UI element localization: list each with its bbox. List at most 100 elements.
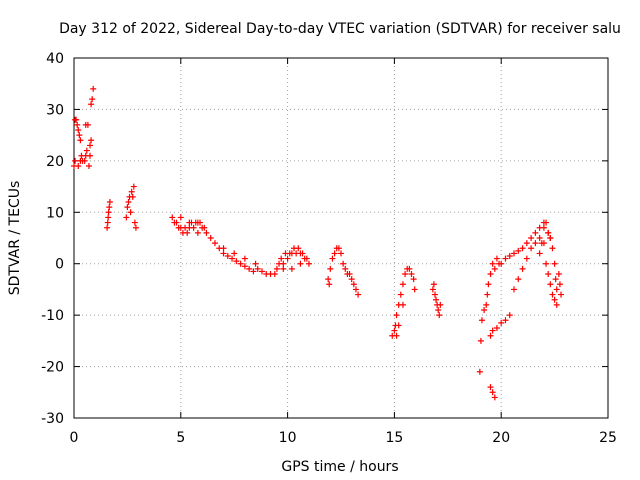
data-point [73,116,80,123]
data-point [435,307,442,313]
data-point [273,265,280,272]
data-point [278,255,285,262]
data-point [203,229,210,236]
data-point [536,235,543,241]
data-point [519,245,526,252]
data-point [484,291,491,298]
data-point [430,281,437,288]
data-point [536,250,543,257]
data-point [547,281,554,288]
data-point [511,286,518,293]
data-point [173,219,180,226]
data-point [186,219,193,226]
x-tick-label: 5 [176,430,185,446]
chart-title: Day 312 of 2022, Sidereal Day-to-day VTE… [59,21,621,37]
data-point [129,193,136,200]
data-point [280,265,287,272]
data-point [487,384,494,391]
data-point [528,235,535,241]
data-point [88,101,95,108]
data-point [532,229,539,236]
data-point [184,229,191,236]
plot-frame [73,57,609,419]
data-point [123,214,130,221]
data-point [81,157,88,164]
y-tick-label: -30 [41,411,64,427]
data-point [411,286,418,293]
data-point [104,219,111,226]
data-point [75,127,82,133]
data-point [515,247,522,254]
data-point [76,132,83,139]
data-point [233,258,240,265]
data-point [538,240,545,247]
y-tick-label: 30 [46,102,64,118]
data-point [553,301,560,308]
data-point [201,224,208,231]
data-point [211,240,218,247]
data-point [104,224,111,231]
data-point [241,255,248,262]
data-point [280,260,287,267]
data-point [229,255,236,262]
data-point [325,276,332,283]
data-point [491,265,498,272]
data-point [498,319,505,326]
data-point [397,291,404,298]
data-point [350,281,357,288]
y-axis: -30 -20 -10 0 10 20 30 40 [41,51,608,427]
data-point [131,219,138,226]
y-tick-label: -10 [41,308,64,324]
data-point [346,271,353,277]
data-point [543,219,550,226]
data-point [355,291,362,298]
data-point [431,291,438,298]
data-point [305,260,312,267]
data-point [224,253,231,259]
data-point [89,96,96,103]
data-point [125,199,132,205]
data-point [498,260,505,267]
data-point [83,147,90,154]
data-point [295,245,302,252]
data-point [481,307,488,313]
data-point [329,255,336,262]
data-point [429,286,436,293]
data-point [540,224,547,231]
data-point [190,224,197,231]
x-tick-label: 25 [599,430,617,446]
data-point [502,255,509,262]
data-point [127,209,134,216]
data-point [528,245,535,252]
data-point [87,142,94,149]
data-point [549,245,556,252]
data-point [477,337,484,344]
x-tick-label: 0 [70,430,79,446]
data-point [327,265,334,272]
data-point [299,250,306,257]
data-point [348,276,355,283]
data-point [194,229,201,236]
y-tick-label: 40 [46,51,64,67]
data-point [326,281,333,288]
data-point [393,332,400,339]
data-point [552,276,559,283]
y-axis-label: SDTVAR / TECUs [7,181,23,296]
data-point [220,250,227,257]
x-axis: 0 5 10 15 20 25 [70,58,617,446]
data-point [197,219,204,226]
data-point [515,276,522,283]
data-point [241,263,248,270]
data-point [106,199,113,205]
data-point [85,163,92,169]
data-point [502,317,509,324]
data-point [90,85,97,92]
data-point [545,271,552,277]
data-point [132,224,139,231]
data-point [489,327,496,334]
data-point [338,250,344,257]
data-point [250,268,257,275]
data-point [487,271,494,277]
data-point [399,281,406,288]
